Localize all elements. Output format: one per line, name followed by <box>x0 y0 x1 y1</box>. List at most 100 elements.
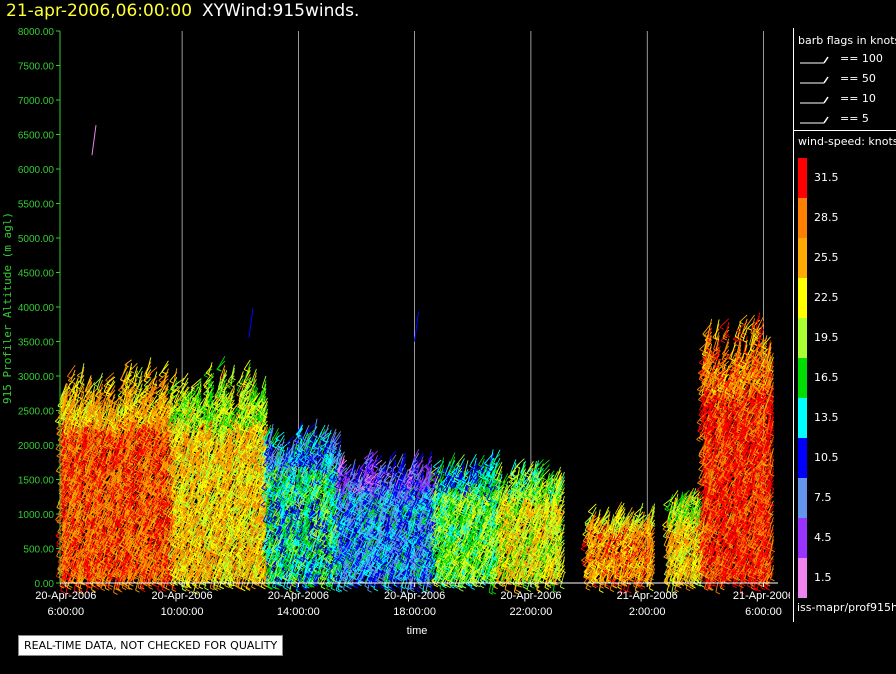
wind-barb-0 <box>78 540 85 556</box>
wind-barb-flag-0 <box>63 555 68 559</box>
wind-barb-flag-0 <box>78 447 83 451</box>
wind-barb-flag-0 <box>69 513 75 517</box>
wind-barb-flag-0 <box>113 592 118 595</box>
wind-barb-0 <box>78 378 85 391</box>
wind-profile-plot: 20-Apr-20066:00:0020-Apr-200610:00:0020-… <box>1 27 790 637</box>
wind-barb-flag-0 <box>61 585 66 589</box>
wind-barb-0 <box>77 572 88 581</box>
wind-barb-flag-0 <box>61 501 66 505</box>
wind-barb-flag-0 <box>66 556 71 559</box>
wind-barb-flag-0 <box>61 577 66 581</box>
wind-barb-flag-0 <box>73 433 78 436</box>
wind-barb-flag-0 <box>79 390 84 394</box>
wind-barb-flag-0 <box>55 448 61 452</box>
wind-barb-flag-0 <box>61 443 66 447</box>
wind-barb-flag-0 <box>60 453 65 457</box>
wind-barb-flag-0 <box>69 475 75 479</box>
wind-barb-flag-0 <box>79 530 85 534</box>
wind-barb-flag-0 <box>67 387 72 391</box>
wind-barb-flag-0 <box>135 589 140 593</box>
wind-barb-flag-0 <box>61 445 66 449</box>
wind-barb-flag-0 <box>79 382 85 385</box>
wind-barb-flag-0 <box>67 409 72 413</box>
wind-barb-flag-0 <box>72 414 78 418</box>
wind-barb-0 <box>67 548 76 564</box>
wind-barb-flag-0 <box>61 437 66 441</box>
wind-barb-flag-0 <box>75 556 81 560</box>
wind-barb-flag-0 <box>70 422 76 426</box>
wind-barb-flag-0 <box>76 375 82 379</box>
wind-barb-flag-0 <box>67 587 72 590</box>
wind-barb-0 <box>66 433 76 443</box>
wind-barb-flag-0 <box>64 570 70 574</box>
wind-barb-flag-0 <box>63 576 69 580</box>
wind-barb-flag-0 <box>82 431 88 435</box>
wind-barb-flag-0 <box>68 555 74 559</box>
wind-barb-flag-0 <box>69 442 74 446</box>
wind-barb-flag-0 <box>72 392 77 396</box>
wind-barb-flag-0 <box>66 429 71 433</box>
wind-barb-flag-0 <box>107 586 113 590</box>
wind-barb-flag-0 <box>78 420 83 423</box>
wind-barb-0 <box>67 377 76 389</box>
wind-barb-flag-0 <box>67 453 72 457</box>
wind-barb-flag-0 <box>71 402 76 406</box>
wind-barb-flag-0 <box>63 431 69 435</box>
wind-barb-flag-0 <box>68 418 74 422</box>
wind-barb-flag-0 <box>76 404 81 407</box>
wind-barb-flag-0 <box>65 498 71 502</box>
wind-barb-flag-0 <box>63 546 69 550</box>
wind-barb-flag-0 <box>73 406 78 410</box>
wind-barb-flag-0 <box>129 583 134 587</box>
wind-barb-flag-0 <box>77 480 82 484</box>
wind-barb-flag-0 <box>69 461 74 464</box>
wind-barb-0 <box>76 400 83 415</box>
wind-barb-flag-0 <box>74 480 80 484</box>
wind-barb-flag-0 <box>69 563 75 567</box>
wind-barb-0 <box>65 552 73 562</box>
wind-barb-flag-0 <box>63 524 68 527</box>
wind-barb-0 <box>73 387 79 407</box>
wind-barb-flag-0 <box>74 542 80 546</box>
wind-barb-flag-0 <box>78 591 84 595</box>
wind-barb-flag-0 <box>74 450 79 454</box>
wind-barb-flag-0 <box>68 394 73 398</box>
wind-barb-0 <box>77 527 85 542</box>
wind-barb-flag-0 <box>129 370 135 374</box>
wind-barb-0 <box>80 366 85 384</box>
wind-barb-flag-0 <box>67 574 73 578</box>
wind-barb-flag-0 <box>81 478 86 482</box>
wind-barb-flag-0 <box>59 459 65 463</box>
wind-barb-flag-0 <box>63 542 68 546</box>
wind-barb-flag-0 <box>69 420 74 424</box>
wind-barb-flag-0 <box>84 550 89 554</box>
wind-barb-flag-0 <box>61 463 66 467</box>
wind-barb-flag-0 <box>67 523 72 527</box>
wind-barb-flag-0 <box>65 521 71 525</box>
wind-barb-flag-0 <box>81 411 86 414</box>
wind-barb-flag-0 <box>141 589 146 593</box>
wind-barb-flag-0 <box>72 576 77 580</box>
wind-barb-flag-0 <box>74 398 79 402</box>
wind-barb-flag-0 <box>78 463 83 467</box>
wind-barb-flag-0 <box>76 447 81 450</box>
wind-barb-flag-0 <box>77 580 83 583</box>
wind-barb-0 <box>69 552 79 565</box>
wind-barb-flag-0 <box>76 516 82 519</box>
wind-barb-flag-0 <box>78 473 83 477</box>
wind-barb-flag-0 <box>74 501 79 505</box>
wind-barb-flag-0 <box>153 584 158 588</box>
wind-barb-0 <box>79 363 85 383</box>
wind-barb-flag-0 <box>63 580 68 584</box>
wind-barb-flag-0 <box>64 457 70 460</box>
wind-barb-flag-0 <box>67 483 73 487</box>
wind-barb-0 <box>76 501 85 517</box>
wind-barb-flag-0 <box>71 511 76 515</box>
wind-barb-flag-0 <box>69 394 75 398</box>
wind-barb-flag-0 <box>60 590 66 594</box>
title-date: 21-apr-2006,06:00:00 <box>6 1 192 21</box>
wind-barb-flag-0 <box>73 430 78 434</box>
wind-barb-flag-0 <box>64 570 69 573</box>
wind-barb-flag-0 <box>61 513 66 517</box>
wind-barb-flag-0 <box>79 534 84 538</box>
